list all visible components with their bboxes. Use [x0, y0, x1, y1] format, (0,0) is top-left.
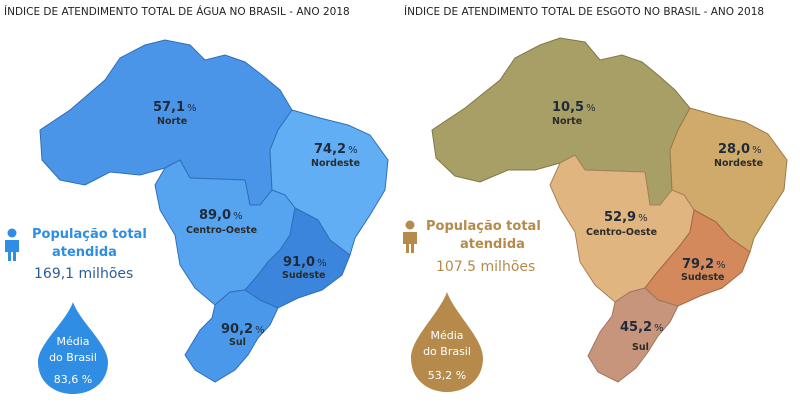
- sewage-value-sudeste: 79,2%: [682, 257, 726, 272]
- water-region-sul[interactable]: [184, 289, 279, 383]
- water-label-norte: Norte: [157, 116, 187, 127]
- sewage-region-sul[interactable]: [587, 287, 679, 383]
- water-average-value: 83,6 %: [53, 373, 93, 386]
- water-value-norte: 57,1%: [153, 100, 197, 115]
- water-average-drop: Média do Brasil 83,6 %: [36, 300, 110, 396]
- sewage-value-sul: 45,2%: [620, 320, 664, 335]
- water-value-sudeste: 91,0%: [283, 255, 327, 270]
- water-map-title: ÍNDICE DE ATENDIMENTO TOTAL DE ÁGUA NO B…: [4, 6, 350, 18]
- water-average-label: Média do Brasil: [49, 335, 97, 364]
- sewage-brazil-map: 10,5% Norte 28,0% Nordeste 52,9% Centro-…: [431, 37, 788, 383]
- person-icon: [5, 228, 19, 261]
- water-label-sudeste: Sudeste: [282, 270, 326, 281]
- sewage-label-sul: Sul: [632, 342, 649, 353]
- water-population-value: 169,1 milhões: [34, 266, 134, 282]
- sewage-population-label: População total atendida: [426, 219, 541, 252]
- sewage-value-centro-oeste: 52,9%: [604, 210, 648, 225]
- sewage-label-nordeste: Nordeste: [714, 158, 763, 169]
- person-icon: [403, 220, 417, 253]
- sewage-value-nordeste: 28,0%: [718, 142, 762, 157]
- sewage-average-label: Média do Brasil: [423, 329, 471, 358]
- water-brazil-map: 57,1% Norte 74,2% Nordeste 89,0% Centro-…: [39, 39, 389, 383]
- sewage-map-title: ÍNDICE DE ATENDIMENTO TOTAL DE ESGOTO NO…: [404, 6, 765, 18]
- water-value-centro-oeste: 89,0%: [199, 208, 243, 223]
- sewage-label-norte: Norte: [552, 116, 582, 127]
- drop-icon: [411, 292, 483, 392]
- water-label-nordeste: Nordeste: [311, 158, 360, 169]
- water-population-label: População total atendida: [32, 227, 147, 260]
- sewage-panel: ÍNDICE DE ATENDIMENTO TOTAL DE ESGOTO NO…: [400, 0, 800, 420]
- water-label-centro-oeste: Centro-Oeste: [186, 225, 257, 236]
- sewage-population-value: 107.5 milhões: [436, 259, 536, 275]
- water-panel: ÍNDICE DE ATENDIMENTO TOTAL DE ÁGUA NO B…: [4, 6, 389, 396]
- water-value-nordeste: 74,2%: [314, 142, 358, 157]
- sewage-average-value: 53,2 %: [427, 369, 467, 382]
- water-label-sul: Sul: [229, 337, 246, 348]
- sewage-value-norte: 10,5%: [552, 100, 596, 115]
- drop-icon: [38, 302, 108, 394]
- sewage-label-centro-oeste: Centro-Oeste: [586, 227, 657, 238]
- sewage-average-drop: Média do Brasil 53,2 %: [409, 290, 485, 394]
- sewage-label-sudeste: Sudeste: [681, 272, 725, 283]
- water-value-sul: 90,2%: [221, 322, 265, 337]
